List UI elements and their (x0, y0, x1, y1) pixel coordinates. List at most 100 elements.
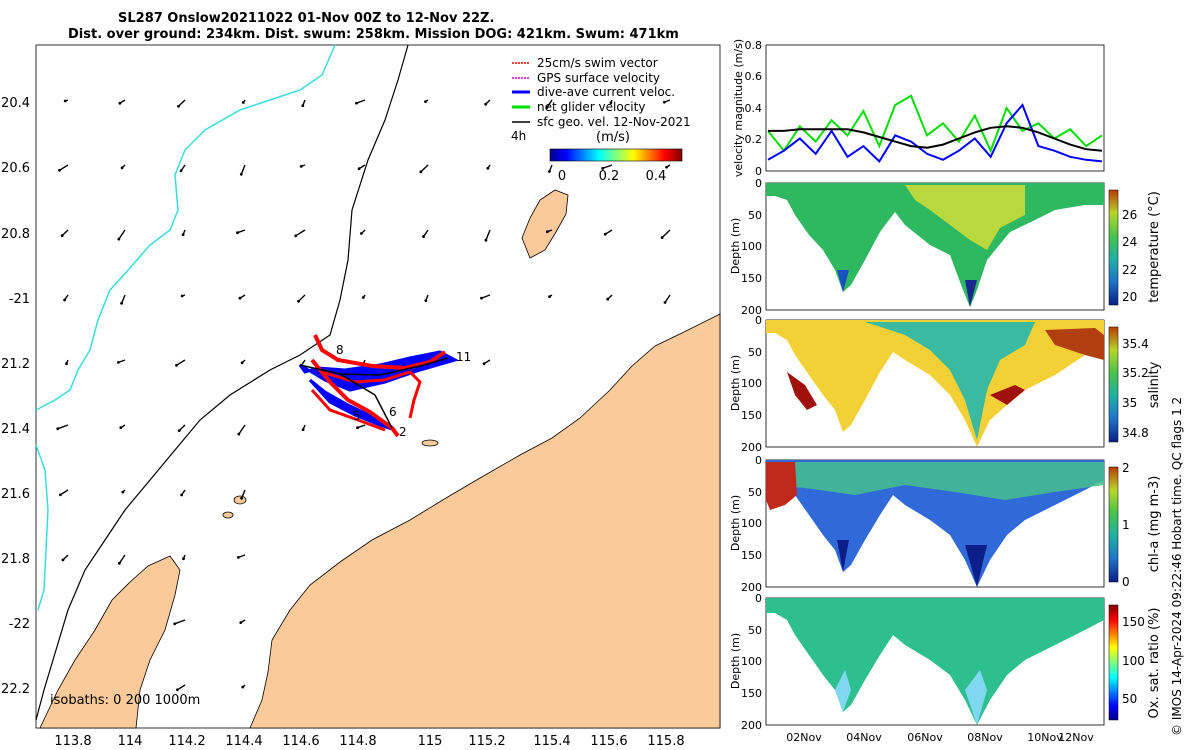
oxygen-panel (765, 597, 1119, 726)
chlorophyll-panel (765, 459, 1119, 588)
quiver-arrow-head (117, 361, 120, 364)
colorbar-tick: 0 (558, 169, 566, 184)
oxygen-cbar-tick: 150 (1122, 615, 1145, 629)
quiver-arrow-head (603, 232, 607, 236)
chlorophyll-surface-patch (766, 462, 1104, 500)
land-small-islands (222, 439, 439, 519)
velocity-y-axis: 0.8 0.6 0.4 0.2 0 (745, 39, 763, 178)
lat-tick-label: 20.4 (1, 96, 30, 111)
isobaths-label: isobaths: 0 200 1000m (50, 693, 200, 708)
quiver-arrow-head (120, 301, 123, 305)
lon-tick-label: 115.2 (468, 734, 505, 749)
chlorophyll-cbar-tick: 0 (1122, 575, 1130, 589)
salinity-high-patch (1045, 328, 1104, 360)
quiver-arrow-head (182, 557, 185, 561)
chlorophyll-high-patch (766, 462, 797, 510)
quiver-arrow-head (237, 432, 241, 436)
quiver-arrow-head (63, 298, 66, 302)
waypoint-label: 8 (336, 343, 344, 357)
oxygen-cbar-tick: 100 (1122, 654, 1145, 668)
quiver-arrow (661, 229, 671, 239)
lon-tick-label: 115 (418, 734, 443, 749)
lat-tick-label: 21.2 (1, 357, 30, 372)
waypoint-label: 11 (456, 350, 471, 364)
depth-tick: 100 (741, 377, 762, 390)
colorbar-tick: 0.2 (599, 169, 620, 184)
lat-tick-label: -22 (9, 617, 30, 632)
chlorophyll-cbar-label: chl-a (mg m-3) (1147, 476, 1162, 573)
depth-axes: 0 50 100 150 200 0 50 100 150 200 0 50 1… (741, 177, 762, 732)
quiver-arrow-head (301, 104, 305, 107)
quiver-arrow-head (355, 101, 358, 105)
depth-tick: 50 (748, 624, 762, 637)
quiver-arrow-head (236, 231, 239, 235)
oxygen-cbar-tick: 50 (1122, 692, 1137, 706)
quiver-arrow-head (294, 234, 298, 238)
velocity-ylabel: velocity magnitude (m/s) (732, 39, 745, 177)
quiver-arrow-head (357, 167, 361, 171)
legend-label: net glider velocity (537, 100, 645, 114)
lat-tick-label: -21 (9, 292, 30, 307)
quiver-arrow (546, 99, 553, 108)
quiver-arrow (120, 294, 126, 304)
temperature-cbar-tick: 22 (1122, 263, 1137, 277)
quiver-arrow-head (419, 170, 423, 174)
lat-tick-label: 22.2 (1, 682, 30, 697)
quiver-arrow-head (545, 106, 549, 109)
depth-tick: 100 (741, 655, 762, 668)
time-axis: 02Nov 04Nov 06Nov 08Nov 10Nov 12Nov (786, 731, 1094, 744)
temperature-cold-patch (965, 280, 977, 307)
depth-tick: 50 (748, 346, 762, 359)
quiver-arrow-head (240, 361, 244, 365)
salinity-cbar-tick: 35.4 (1122, 337, 1149, 351)
quiver-arrow (481, 294, 491, 299)
oxygen-cbar-label: Ox. sat. ratio (%) (1147, 608, 1162, 719)
quiver-arrow-head (601, 167, 604, 170)
depth-tick: 50 (748, 486, 762, 499)
time-tick: 02Nov (786, 731, 822, 744)
quiver-arrow-head (238, 296, 242, 300)
depth-tick: 100 (741, 240, 762, 253)
waypoint-labels: 8 11 5 6 2 (336, 343, 471, 439)
quiver-arrow-head (117, 237, 121, 241)
lon-tick-label: 115.6 (590, 734, 627, 749)
quiver-arrow-head (121, 490, 125, 494)
depth-tick: 50 (748, 209, 762, 222)
lat-tick-label: 21.6 (1, 487, 30, 502)
depth-tick: 0 (755, 592, 762, 605)
quiver-arrow-head (119, 426, 123, 429)
quiver-arrow-head (58, 168, 61, 172)
salinity-colorbar (1108, 326, 1119, 443)
velocity-panel: 0.8 0.6 0.4 0.2 0 velocity magnitude (m/… (732, 39, 1105, 178)
quiver-arrow-head (424, 299, 428, 302)
land-island-barrow (521, 189, 569, 259)
waypoint-label: 5 (353, 409, 361, 423)
quiver-arrow-head (118, 101, 122, 105)
depth-axis-label: Depth (m) (729, 495, 742, 551)
velocity-tick: 0.8 (745, 39, 763, 52)
quiver-arrow-head (360, 232, 363, 235)
velocity-tick: 0.4 (745, 102, 763, 115)
velocity-panel-frame (765, 44, 1105, 172)
quiver-arrow (664, 294, 671, 303)
salinity-panel (765, 319, 1119, 448)
quiver-arrow-head (422, 235, 425, 239)
velocity-series (767, 94, 1103, 163)
quiver-arrow-head (606, 297, 610, 301)
quiver-arrow (485, 229, 491, 241)
map-legend: 25cm/s swim vector GPS surface velocity … (511, 56, 691, 184)
quiver-arrow-head (118, 561, 121, 565)
quiver-arrow-head (239, 621, 243, 624)
credit-text: © IMOS 14-Apr-2024 09:22:46 Hobart time.… (1170, 396, 1184, 736)
quiver-arrow (176, 359, 186, 366)
quiver-arrow-head (177, 104, 180, 108)
quiver-arrow-head (241, 685, 245, 689)
quiver-arrow-head (63, 99, 67, 103)
salinity-field (766, 320, 1104, 447)
salinity-cbar-tick: 35.2 (1122, 366, 1149, 380)
depth-labels: Depth (m) Depth (m) Depth (m) Depth (m) (729, 218, 742, 689)
quiver-arrow-head (356, 426, 359, 430)
quiver-arrow-head (239, 172, 243, 176)
lat-tick-label: 20.8 (1, 227, 30, 242)
quiver-arrow (60, 489, 69, 496)
